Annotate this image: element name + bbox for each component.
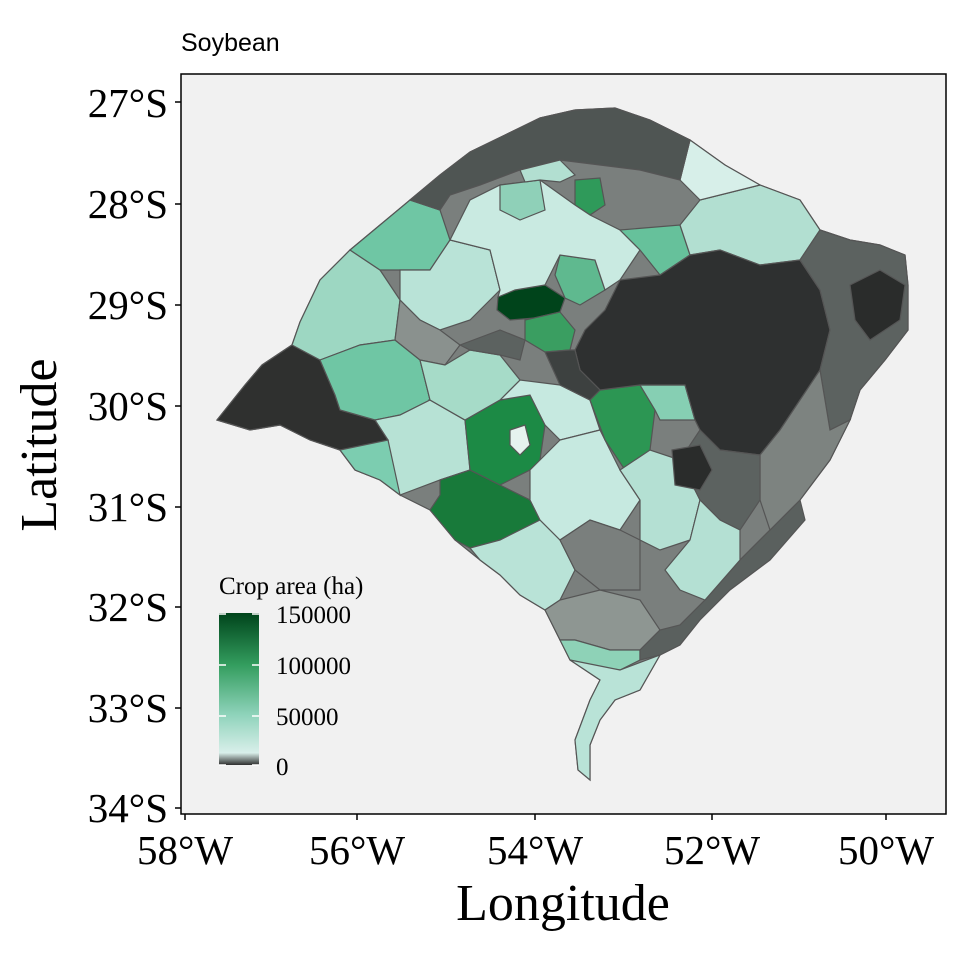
y-tick-label: 27°S xyxy=(88,80,168,126)
x-tick-marks xyxy=(184,814,887,820)
x-axis-title: Longitude xyxy=(456,875,670,932)
legend-tick-label: 100000 xyxy=(276,653,351,680)
y-tick-label: 28°S xyxy=(88,181,168,227)
region-green-5 xyxy=(574,177,606,216)
legend-tick-label: 50000 xyxy=(276,704,339,731)
y-axis: 27°S 28°S 29°S 30°S 31°S 32°S 33°S 34°S xyxy=(88,80,181,831)
region-east-coast xyxy=(759,368,852,532)
region-north-dark xyxy=(408,107,691,211)
y-tick-label: 29°S xyxy=(88,282,168,328)
y-tick-marks xyxy=(175,101,181,809)
legend-tick-label: 150000 xyxy=(276,602,351,629)
region-east-dark-spot xyxy=(671,444,713,491)
y-tick-label: 31°S xyxy=(88,484,168,530)
region-north-patches xyxy=(519,159,577,183)
region-grey-1 xyxy=(458,329,526,361)
x-tick-label: 52°W xyxy=(664,827,760,873)
x-tick-label: 58°W xyxy=(137,827,233,873)
region-grey-2 xyxy=(544,349,601,401)
legend-tick-label: 0 xyxy=(276,754,289,781)
map-title: Soybean xyxy=(181,29,280,57)
y-tick-label: 32°S xyxy=(88,584,168,630)
region-southwest-2 xyxy=(338,439,401,497)
y-tick-label: 34°S xyxy=(88,785,168,831)
y-axis-title: Latitude xyxy=(11,358,68,531)
legend-title: Crop area (ha) xyxy=(219,573,363,600)
legend-colorbar-ticks xyxy=(219,613,259,766)
region-nw-3 xyxy=(419,349,521,421)
y-tick-label: 33°S xyxy=(88,685,168,731)
legend-colorbar xyxy=(219,613,259,765)
region-central-hole xyxy=(509,424,531,456)
x-axis: 58°W 56°W 54°W 52°W 50°W xyxy=(137,814,934,873)
region-ne-coast xyxy=(849,269,906,341)
municipalities xyxy=(215,107,909,782)
y-tick-label: 30°S xyxy=(88,383,168,429)
region-east-light xyxy=(664,498,741,601)
x-tick-label: 50°W xyxy=(838,827,934,873)
region-central-grey xyxy=(559,519,641,591)
x-tick-label: 54°W xyxy=(487,827,583,873)
legend: Crop area (ha) 150000 100000 50000 0 xyxy=(219,573,363,781)
x-tick-label: 56°W xyxy=(309,827,405,873)
